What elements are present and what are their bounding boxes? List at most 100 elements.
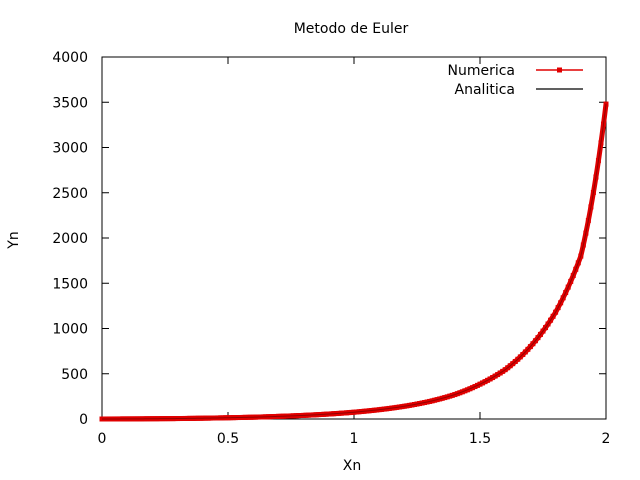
series-numerica-point xyxy=(288,413,294,419)
series-numerica-point xyxy=(250,414,256,420)
series-numerica-point xyxy=(500,368,506,374)
series-numerica-point xyxy=(195,415,201,421)
series-numerica-point xyxy=(137,416,143,422)
series-numerica-point xyxy=(447,393,453,399)
series-numerica-point xyxy=(449,392,455,398)
series-numerica-point xyxy=(275,413,281,419)
series-numerica-point xyxy=(414,401,420,407)
series-numerica-point xyxy=(590,189,596,195)
series-numerica-point xyxy=(487,376,493,382)
series-numerica-point xyxy=(217,415,223,421)
series-numerica-point xyxy=(235,415,241,421)
series-numerica-point xyxy=(124,416,130,422)
series-numerica-point xyxy=(283,413,289,419)
series-numerica-point xyxy=(326,411,332,417)
series-numerica-point xyxy=(117,416,123,422)
series-numerica-point xyxy=(359,409,365,415)
series-numerica-point xyxy=(401,403,407,409)
series-numerica-point xyxy=(505,365,511,371)
series-numerica-point xyxy=(152,416,158,422)
series-numerica-point xyxy=(348,409,354,415)
series-numerica-point xyxy=(522,349,528,355)
series-numerica-point xyxy=(548,317,554,323)
series-numerica-point xyxy=(580,242,586,248)
series-numerica-point xyxy=(578,253,584,259)
series-numerica-point xyxy=(490,375,496,381)
series-numerica-point xyxy=(212,415,218,421)
y-tick-label: 3000 xyxy=(52,141,88,157)
series-numerica-point xyxy=(210,415,216,421)
series-analitica-line xyxy=(102,103,607,420)
series-numerica-point xyxy=(154,416,160,422)
series-numerica-point xyxy=(177,416,183,422)
series-numerica-point xyxy=(215,415,221,421)
series-numerica-point xyxy=(132,416,138,422)
series-numerica-point xyxy=(595,158,601,164)
series-numerica-point xyxy=(207,415,213,421)
series-numerica-point xyxy=(482,379,488,385)
series-numerica-point xyxy=(245,414,251,420)
series-numerica-point xyxy=(404,403,410,409)
series-numerica-point xyxy=(238,414,244,420)
series-numerica-point xyxy=(585,217,591,223)
series-numerica-point xyxy=(170,416,176,422)
series-numerica-point xyxy=(333,411,339,417)
x-tick-label: 1 xyxy=(350,431,359,447)
series-numerica-point xyxy=(253,414,259,420)
series-numerica-point xyxy=(593,174,599,180)
series-numerica-point xyxy=(157,416,163,422)
series-numerica-point xyxy=(202,415,208,421)
plot-area: 0 0.5 1 1.5 2 0 500 1000 1500 2000 2500 3000 3500 400… xyxy=(52,50,610,447)
series-numerica-point xyxy=(230,415,236,421)
series-numerica-point xyxy=(291,413,297,419)
series-numerica-point xyxy=(472,384,478,390)
series-numerica-point xyxy=(200,415,206,421)
series-numerica-point xyxy=(517,354,523,360)
series-numerica-point xyxy=(129,416,135,422)
series-numerica-point xyxy=(442,395,448,401)
series-numerica-point xyxy=(107,416,113,422)
series-numerica-point xyxy=(225,415,231,421)
series-numerica-point xyxy=(255,414,261,420)
series-numerica-point xyxy=(149,416,155,422)
series-numerica-point xyxy=(510,361,516,367)
series-numerica-point xyxy=(165,416,171,422)
series-numerica-point xyxy=(354,409,360,415)
series-numerica-point xyxy=(258,414,264,420)
series-numerica-point xyxy=(182,415,188,421)
series-numerica-point xyxy=(323,411,329,417)
series-numerica-point xyxy=(122,416,128,422)
series-numerica-point xyxy=(419,400,425,406)
series-numerica-point xyxy=(104,416,110,422)
series-numerica-point xyxy=(278,413,284,419)
y-tick-label: 2500 xyxy=(52,186,88,202)
series-numerica-point xyxy=(159,416,165,422)
series-numerica-point xyxy=(361,408,367,414)
series-numerica-point xyxy=(429,398,435,404)
y-tick-label: 1500 xyxy=(52,276,88,292)
series-numerica-point xyxy=(464,387,470,393)
series-numerica-point xyxy=(520,351,526,357)
series-numerica-point xyxy=(301,412,307,418)
series-numerica-point xyxy=(386,405,392,411)
series-numerica-point xyxy=(197,415,203,421)
legend-label-analitica: Analitica xyxy=(455,82,515,98)
series-numerica-point xyxy=(568,278,574,284)
series-numerica-point xyxy=(454,391,460,397)
series-numerica-point xyxy=(603,101,609,107)
series-numerica-point xyxy=(270,414,276,420)
series-numerica-point xyxy=(356,409,362,415)
series-numerica-point xyxy=(535,335,541,341)
series-numerica-point xyxy=(298,412,304,418)
series-numerica-point xyxy=(306,412,312,418)
series-numerica-point xyxy=(180,415,186,421)
series-numerica-point xyxy=(268,414,274,420)
series-numerica-point xyxy=(389,405,395,411)
legend: Numerica Analitica xyxy=(447,63,583,98)
series-numerica-point xyxy=(467,386,473,392)
series-numerica-point xyxy=(550,313,556,319)
series-numerica-point xyxy=(318,411,324,417)
x-tick-label: 0 xyxy=(98,431,107,447)
series-numerica-point xyxy=(485,377,491,383)
series-numerica-point xyxy=(384,406,390,412)
